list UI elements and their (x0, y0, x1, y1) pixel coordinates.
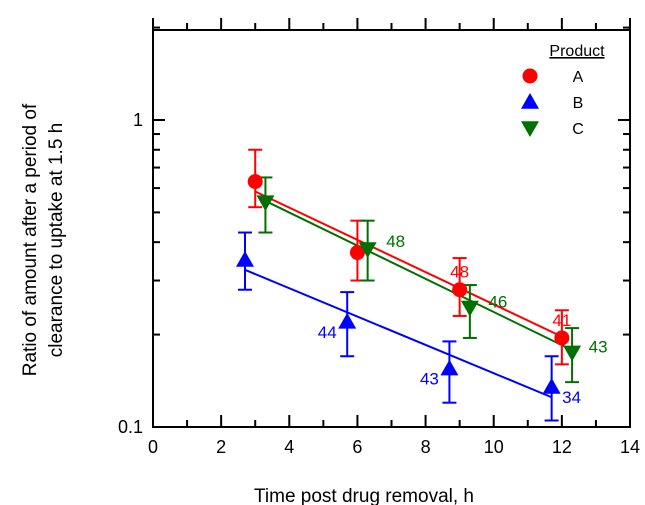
legend-label-b: B (573, 95, 584, 112)
data-point-c (460, 300, 479, 317)
legend-marker-a (522, 68, 538, 84)
data-label: 34 (562, 388, 581, 407)
x-tick-label: 2 (216, 437, 226, 457)
data-point-c (563, 345, 582, 362)
data-label: 48 (450, 263, 469, 282)
x-tick-label: 4 (284, 437, 294, 457)
x-tick-label: 8 (421, 437, 431, 457)
data-point-c (256, 195, 275, 212)
legend: Product ABC (521, 43, 605, 138)
legend-marker-c (521, 121, 539, 137)
y-tick-label: 0.1 (118, 417, 143, 437)
data-label: 46 (488, 293, 507, 312)
fit-line-c (264, 200, 573, 352)
data-labels: 48 41 44 43 34 48 46 43 (318, 232, 608, 407)
data-point-c (358, 242, 377, 259)
data-point-a (247, 174, 263, 190)
data-point-b (542, 377, 561, 394)
fit-lines (244, 190, 573, 399)
data-label: 43 (420, 370, 439, 389)
plot-frame (152, 29, 631, 428)
error-bars (237, 148, 580, 422)
legend-marker-b (521, 93, 539, 109)
data-label: 48 (386, 232, 405, 251)
data-label: 44 (318, 323, 337, 342)
data-point-a (452, 282, 468, 298)
data-point-a (554, 330, 570, 346)
x-tick-label: 0 (148, 437, 158, 457)
y-tick-label: 1 (133, 110, 143, 130)
data-point-a (349, 245, 365, 261)
y-axis-label-line-2: clearance to uptake at 1.5 h (46, 123, 67, 358)
data-point-b (440, 359, 459, 376)
data-label: 41 (552, 311, 571, 330)
data-point-b (235, 250, 254, 267)
x-axis-label: Time post drug removal, h (254, 486, 474, 505)
fit-line-b (244, 268, 553, 399)
legend-label-c: C (572, 121, 584, 138)
x-tick-label: 12 (552, 437, 572, 457)
x-tick-label: 6 (352, 437, 362, 457)
data-point-b (338, 312, 357, 329)
x-tick-label: 14 (620, 437, 640, 457)
axes-layer: 0 2 4 6 8 10 12 140.11 (118, 18, 640, 457)
data-label: 43 (589, 337, 608, 356)
fit-line-a (254, 190, 563, 338)
x-tick-label: 10 (484, 437, 504, 457)
legend-label-a: A (573, 69, 584, 86)
y-axis-label-line-1: Ratio of amount after a period of (20, 103, 41, 376)
legend-title: Product (549, 43, 605, 60)
data-points (235, 174, 582, 394)
